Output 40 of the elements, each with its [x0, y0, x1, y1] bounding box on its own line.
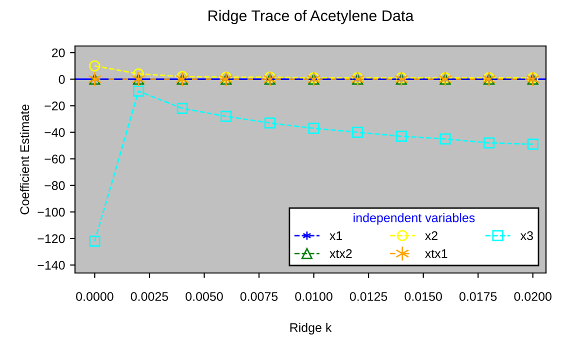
legend-label: xtx2: [330, 249, 352, 258]
point: [176, 102, 188, 114]
x-tick-label: 0.0125: [350, 292, 388, 301]
point: [89, 236, 100, 247]
y-tick-label: −140: [38, 260, 65, 270]
point: [89, 60, 100, 72]
point: [132, 86, 144, 97]
y-axis-title: Coefficient Estimate: [20, 104, 30, 214]
legend-title: independent variables: [354, 213, 475, 225]
x-tick-label: 0.0050: [186, 292, 223, 301]
point: [352, 126, 364, 138]
point: [220, 110, 232, 122]
x-tick-label: 0.0200: [514, 292, 552, 301]
x-tick-label: 0.0025: [130, 292, 168, 301]
y-tick-label: −40: [44, 128, 65, 137]
legend-label: x2: [425, 231, 438, 240]
y-tick-label: −60: [44, 154, 65, 164]
x-tick-label: 0.0075: [240, 292, 278, 301]
x-axis-title: Ridge k: [290, 322, 332, 334]
legend-label: xtx1: [425, 249, 448, 258]
y-tick-label: −100: [38, 208, 65, 217]
point: [176, 70, 188, 82]
point: [264, 117, 276, 129]
legend-label: x1: [330, 231, 342, 240]
x-tick-label: 0.0100: [295, 292, 332, 301]
chart-title: Ridge Trace of Acetylene Data: [208, 10, 414, 24]
point: [527, 138, 538, 150]
legend-label: x3: [520, 231, 533, 240]
point: [308, 122, 320, 134]
point: [396, 130, 407, 142]
y-tick-label: −120: [38, 234, 65, 244]
y-tick-label: −20: [44, 102, 65, 110]
point: [440, 133, 451, 144]
y-tick-label: 0: [58, 74, 65, 84]
x-tick-label: 0.0175: [459, 292, 497, 301]
y-tick-label: 20: [52, 48, 65, 58]
point: [483, 137, 495, 148]
y-tick-label: −80: [44, 181, 65, 190]
x-tick-label: 0.0000: [76, 292, 114, 301]
x-tick-label: 0.0150: [404, 292, 442, 301]
